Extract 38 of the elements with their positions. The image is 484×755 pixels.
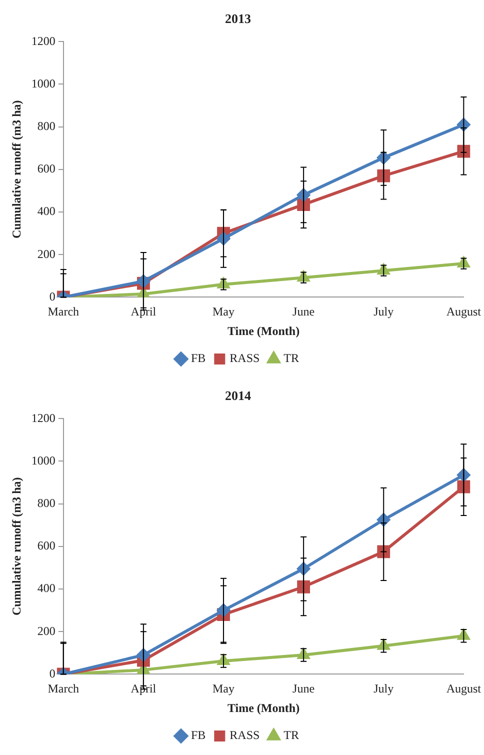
y-tick-label: 1000	[31, 453, 56, 468]
x-tick-label: May	[212, 304, 235, 319]
y-tick-label: 800	[37, 118, 56, 133]
y-axis-title: Cumulative runoff (m3 ha)	[9, 100, 24, 239]
x-tick-label: April	[130, 304, 157, 319]
y-tick-label: 0	[49, 666, 56, 680]
x-tick-label: June	[292, 682, 315, 696]
y-tick-label: 1000	[31, 76, 56, 90]
x-axis-title: Time (Month)	[227, 324, 300, 338]
legend-label: TR	[284, 351, 300, 366]
legend-label: RASS	[230, 351, 260, 366]
chart-title: 2014	[225, 388, 252, 404]
x-tick-label: May	[212, 682, 235, 696]
x-tick-label: March	[48, 304, 80, 319]
y-tick-label: 400	[37, 581, 56, 596]
y-tick-label: 400	[37, 204, 56, 218]
y-tick-label: 200	[37, 624, 56, 638]
x-tick-label: July	[374, 682, 394, 696]
x-tick-label: August	[446, 304, 482, 319]
y-tick-label: 1200	[31, 34, 56, 48]
y-tick-label: 200	[37, 246, 56, 261]
x-tick-label: June	[292, 304, 315, 319]
x-tick-label: August	[446, 682, 482, 696]
y-tick-label: 800	[37, 496, 56, 510]
legend-label: TR	[284, 728, 300, 742]
x-tick-label: July	[374, 304, 394, 319]
x-tick-label: April	[130, 682, 157, 696]
legend-label: FB	[190, 728, 206, 742]
x-tick-label: March	[48, 682, 80, 696]
y-tick-label: 0	[49, 289, 56, 304]
y-tick-label: 600	[37, 162, 56, 176]
x-axis-title: Time (Month)	[227, 700, 300, 715]
y-tick-label: 1200	[31, 410, 56, 425]
y-axis-title: Cumulative runoff (m3 ha)	[9, 477, 24, 616]
legend-label: FB	[190, 351, 206, 366]
legend-label: RASS	[230, 728, 260, 742]
y-tick-label: 600	[37, 538, 56, 553]
chart-title: 2013	[225, 11, 252, 26]
